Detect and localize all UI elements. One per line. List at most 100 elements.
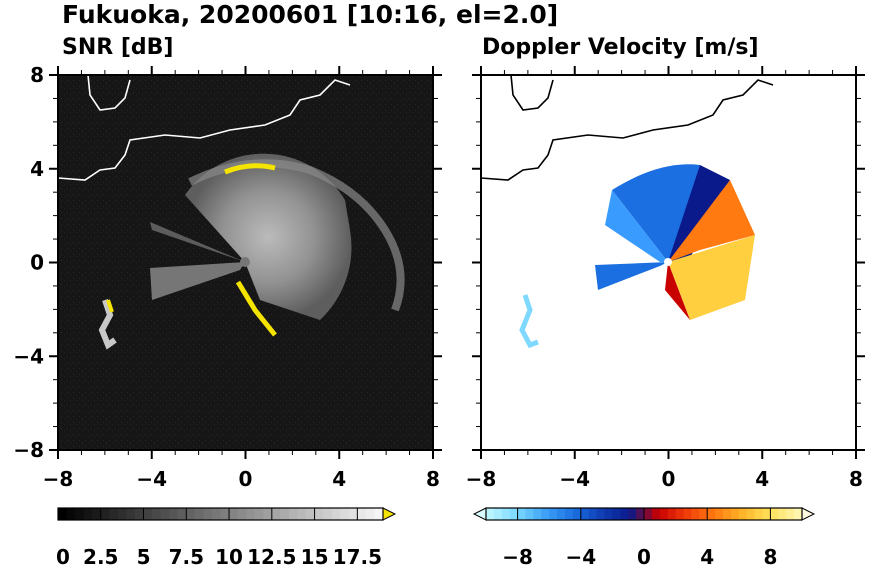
snr-colorbar-segment [263,508,273,520]
snr-colorbar-label: 10 [215,545,243,569]
doppler-colorbar-segment [715,508,724,520]
doppler-west [595,262,668,290]
x-tick-label: 0 [239,467,253,491]
snr-colorbar-segment [237,508,247,520]
doppler-neg-far [605,190,668,262]
snr-colorbar-segment [169,508,179,520]
snr-colorbar-segment [100,508,110,520]
doppler-west-cluster [519,294,539,349]
doppler-colorbar-segment [549,508,558,520]
x-tick-label: −4 [559,467,590,491]
snr-colorbar-segment [340,508,350,520]
doppler-colorbar-segment [651,508,661,520]
doppler-colorbar-segment [580,508,590,520]
doppler-coastline-north [510,75,554,111]
doppler-pos-far [668,235,755,320]
doppler-colorbar-segment [691,508,700,520]
snr-echo-west [150,262,245,300]
doppler-colorbar-segment [588,508,598,520]
snr-yellow-arc [224,163,276,175]
snr-coastline [58,79,351,181]
doppler-colorbar-segment [770,508,779,520]
snr-colorbar-segment [220,508,230,520]
doppler-colorbar-segment [778,508,787,520]
doppler-colorbar-segment [723,508,732,520]
doppler-neg-mid [612,164,715,262]
y-tick-label: 0 [30,251,44,275]
snr-colorbar-segment [288,508,298,520]
doppler-colorbar-segment [525,508,534,520]
snr-colorbar-segment [194,508,204,520]
snr-colorbar-label: 17.5 [333,545,382,569]
snr-colorbar-segment [143,508,153,520]
doppler-colorbar-segment [707,508,716,520]
snr-colorbar-label: 5 [137,545,151,569]
doppler-colorbar-segment [628,508,637,520]
snr-colorbar-segment [58,508,68,520]
snr-west-yellow [106,299,114,313]
snr-colorbar-segment [160,508,170,520]
y-tick-label: −8 [13,438,44,462]
doppler-colorbar-label: −4 [565,545,596,569]
doppler-colorbar-label: 0 [637,545,651,569]
snr-panel-title: SNR [dB] [62,35,174,60]
x-tick-label: 0 [662,467,676,491]
doppler-colorbar-segment [541,508,550,520]
snr-colorbar-segment [280,508,290,520]
snr-colorbar-segment [271,508,281,520]
y-tick-label: 8 [30,63,44,87]
snr-colorbar-segment [109,508,119,520]
doppler-colorbar-segment [501,508,511,520]
snr-colorbar-segment [297,508,307,520]
snr-colorbar-segment [75,508,85,520]
snr-west-cluster [98,299,117,350]
doppler-colorbar-label: 4 [700,545,714,569]
doppler-colorbar-segment [517,508,526,520]
snr-colorbar-segment [365,508,375,520]
snr-radar-center [240,257,250,267]
doppler-colorbar-extend-max [801,507,816,521]
doppler-colorbar-segment [486,508,495,520]
snr-colorbar-segment [348,508,358,520]
doppler-colorbar-segment [533,508,542,520]
snr-colorbar-segment [186,508,196,520]
snr-colorbar-segment [323,508,333,520]
doppler-colorbar-segment [786,508,795,520]
doppler-colorbar-segment [738,508,748,520]
snr-colorbar-segment [66,508,76,520]
snr-colorbar-segment [117,508,127,520]
snr-colorbar-segment [306,508,316,520]
doppler-colorbar-segment [794,508,803,520]
snr-colorbar-segment [331,508,341,520]
doppler-colorbar-segment [730,508,740,520]
x-tick-label: −8 [43,467,74,491]
doppler-radar-center [664,258,672,266]
snr-colorbar-extend [382,507,397,521]
doppler-pos-near [665,262,690,320]
snr-colorbar-segment [203,508,213,520]
snr-colorbar-segment [83,508,93,520]
x-tick-label: 4 [332,467,346,491]
snr-colorbar-segment [229,508,239,520]
doppler-colorbar-segment [644,508,653,520]
doppler-colorbar-extend-min [472,507,487,521]
snr-echo-sector [185,153,352,320]
snr-colorbar-segment [152,508,162,520]
snr-colorbar-segment [246,508,256,520]
snr-colorbar-segment [357,508,367,520]
doppler-colorbar-segment [667,508,677,520]
snr-colorbar-label: 0 [56,545,70,569]
snr-coastline-north [87,75,131,111]
snr-colorbar-label: 7.5 [169,545,204,569]
doppler-colorbar-segment [557,508,566,520]
doppler-colorbar-segment [620,508,629,520]
snr-colorbar-segment [126,508,136,520]
snr-colorbar-segment [314,508,324,520]
figure-title: Fukuoka, 20200601 [10:16, el=2.0] [62,0,559,29]
doppler-colorbar-segment [754,508,763,520]
doppler-colorbar-segment [509,508,519,520]
doppler-colorbar-segment [596,508,605,520]
x-tick-label: 8 [426,467,440,491]
snr-colorbar-segment [254,508,264,520]
